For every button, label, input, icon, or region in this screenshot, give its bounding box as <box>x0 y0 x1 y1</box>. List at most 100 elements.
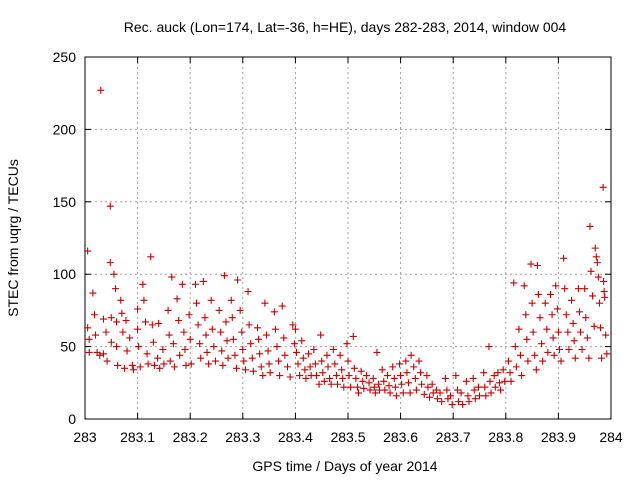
data-point <box>139 280 147 288</box>
data-point <box>294 360 302 368</box>
data-point <box>576 328 584 336</box>
data-point <box>396 360 404 368</box>
data-point <box>332 372 340 380</box>
data-point <box>164 306 172 314</box>
data-point <box>539 357 547 365</box>
data-point <box>529 328 537 336</box>
data-point <box>487 389 495 397</box>
data-point <box>603 350 611 358</box>
data-point <box>239 345 247 353</box>
data-point <box>399 389 407 397</box>
data-point <box>355 389 363 397</box>
data-point <box>286 373 294 381</box>
x-tick-label: 284 <box>599 429 623 445</box>
data-point <box>555 345 563 353</box>
data-point <box>289 321 297 329</box>
data-point <box>207 296 215 304</box>
data-point <box>340 383 348 391</box>
data-point <box>215 306 223 314</box>
data-point <box>254 324 262 332</box>
data-point <box>570 337 578 345</box>
data-point <box>541 299 549 307</box>
data-point <box>481 383 489 391</box>
data-point <box>84 324 92 332</box>
data-point <box>574 285 582 293</box>
data-point <box>420 390 428 398</box>
data-point <box>587 267 595 275</box>
data-point <box>561 285 569 293</box>
data-point <box>165 331 173 339</box>
data-point <box>219 361 227 369</box>
data-point <box>369 374 377 382</box>
data-point <box>193 299 201 307</box>
data-point <box>85 348 93 356</box>
x-tick-label: 283.1 <box>120 429 155 445</box>
data-point <box>187 360 195 368</box>
data-point <box>236 306 244 314</box>
data-point <box>248 354 256 362</box>
data-point <box>240 357 248 365</box>
data-point <box>103 357 111 365</box>
data-point <box>247 340 255 348</box>
data-point <box>495 379 503 387</box>
data-point <box>471 395 479 403</box>
data-point <box>407 351 415 359</box>
data-point <box>259 372 267 380</box>
data-point <box>504 357 512 365</box>
data-point <box>452 372 460 380</box>
data-point <box>592 253 600 261</box>
data-point <box>99 315 107 323</box>
data-point <box>591 244 599 252</box>
data-point <box>550 351 558 359</box>
data-point <box>453 386 461 394</box>
data-point <box>333 380 341 388</box>
data-point <box>107 338 115 346</box>
data-point <box>602 331 610 339</box>
data-point <box>159 345 167 353</box>
data-point <box>581 285 589 293</box>
data-point <box>92 331 100 339</box>
data-point <box>144 360 152 368</box>
data-point <box>344 357 352 365</box>
data-point <box>491 383 499 391</box>
data-point <box>552 282 560 290</box>
data-point <box>544 348 552 356</box>
data-point <box>298 337 306 345</box>
data-point <box>397 372 405 380</box>
data-point <box>371 389 379 397</box>
data-point <box>390 374 398 382</box>
data-point <box>280 334 288 342</box>
data-point <box>306 363 314 371</box>
data-point <box>429 389 437 397</box>
data-point <box>343 340 351 348</box>
data-point <box>120 364 128 372</box>
data-point <box>510 279 518 287</box>
data-point <box>523 335 531 343</box>
data-point <box>406 389 414 397</box>
data-point <box>122 317 130 325</box>
data-point <box>96 351 104 359</box>
data-point <box>148 321 156 329</box>
data-point <box>423 372 431 380</box>
data-point <box>186 335 194 343</box>
data-point <box>571 354 579 362</box>
data-point <box>494 369 502 377</box>
data-point <box>327 380 335 388</box>
data-point <box>196 340 204 348</box>
data-point <box>249 367 257 375</box>
data-point <box>134 305 142 313</box>
data-point <box>543 325 551 333</box>
y-tick-label: 250 <box>53 49 77 65</box>
data-point <box>302 374 310 382</box>
data-point <box>538 340 546 348</box>
data-point <box>273 343 281 351</box>
data-point <box>386 389 394 397</box>
data-point <box>197 354 205 362</box>
data-point <box>168 273 176 281</box>
data-point <box>350 364 358 372</box>
data-point <box>585 354 593 362</box>
x-axis-label: GPS time / Days of year 2014 <box>252 458 437 474</box>
data-point <box>266 369 274 377</box>
data-point <box>557 357 565 365</box>
data-point <box>141 318 149 326</box>
